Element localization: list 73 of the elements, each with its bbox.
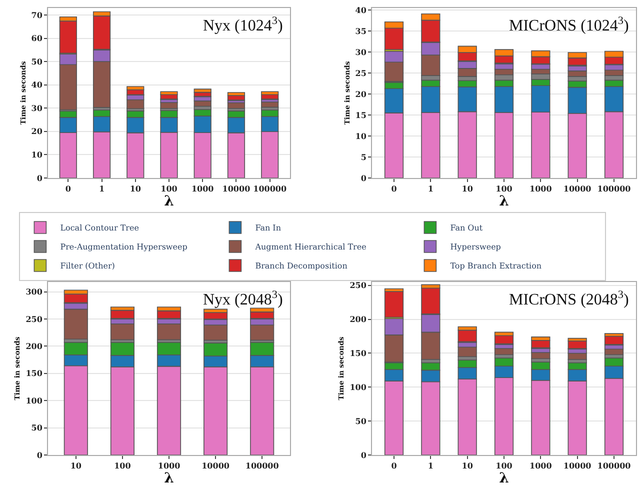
x-tick-label: 1000 (158, 460, 181, 471)
y-tick-label: 25 (355, 68, 366, 78)
x-axis-title: λ (499, 194, 510, 210)
legend-label: Augment Hierarchical Tree (254, 242, 367, 252)
x-tick-label: 100 (114, 460, 132, 471)
y-tick-label: 40 (31, 80, 43, 90)
x-tick-label: 100000 (253, 184, 287, 194)
x-tick-label: 10 (462, 460, 474, 471)
x-axis-title: λ (164, 470, 174, 487)
legend-label: Pre-Augmentation Hypersweep (60, 242, 188, 252)
x-tick-label: 100000 (597, 184, 632, 194)
x-tick-label: 10000 (202, 460, 230, 471)
x-tick-label: 10 (462, 184, 474, 194)
y-tick-label: 15 (355, 110, 366, 120)
y-tick-label: 70 (31, 10, 43, 20)
y-tick-label: 0 (360, 450, 367, 460)
y-tick-label: 50 (31, 56, 43, 66)
x-tick-label: 1 (428, 460, 434, 471)
x-axis-title: λ (164, 194, 174, 210)
x-tick-label: 10000 (563, 184, 592, 194)
y-tick-label: 10 (355, 130, 367, 141)
y-tick-label: 50 (31, 422, 43, 433)
x-tick-label: 0 (65, 184, 72, 194)
y-tick-label: 150 (26, 368, 43, 378)
x-tick-label: 10000 (222, 184, 251, 194)
y-tick-label: 20 (355, 88, 367, 99)
y-tick-label: 30 (31, 102, 43, 113)
legend-label: Top Branch Extraction (450, 262, 542, 271)
text: MICrONS (1024$^{3}$) (509, 15, 629, 35)
x-tick-label: 1 (98, 184, 105, 194)
x-tick-label: 1000 (191, 184, 214, 194)
y-tick-label: 20 (31, 126, 43, 136)
y-tick-label: 35 (355, 26, 366, 36)
x-tick-label: 10 (70, 460, 82, 471)
y-tick-label: 10 (31, 150, 43, 160)
x-tick-label: 10 (130, 184, 142, 194)
x-tick-label: 1 (428, 184, 434, 194)
y-tick-label: 30 (355, 46, 367, 57)
legend-label: Fan In (255, 224, 281, 233)
legend-label: Filter (Other) (60, 262, 115, 271)
y-tick-label: 0 (36, 172, 43, 183)
text: MICrONS (2048$^{3}$) (509, 289, 629, 309)
y-tick-label: 100 (26, 395, 43, 406)
x-tick-label: 100000 (245, 460, 280, 471)
y-tick-label: 250 (350, 280, 367, 290)
y-tick-label: 150 (350, 348, 367, 358)
x-tick-label: 10000 (563, 460, 592, 471)
y-tick-label: 250 (26, 314, 43, 324)
x-tick-label: 100000 (597, 460, 632, 471)
x-tick-label: 100 (160, 184, 178, 194)
x-axis-title: λ (499, 470, 510, 487)
y-tick-label: 40 (355, 4, 367, 15)
legend-label: Local Contour Tree (60, 224, 140, 233)
y-tick-label: 60 (31, 33, 43, 44)
x-tick-label: 0 (391, 460, 398, 471)
y-tick-label: 0 (360, 172, 367, 183)
y-tick-label: 50 (355, 416, 367, 426)
x-tick-label: 100 (496, 460, 513, 471)
x-tick-label: 1000 (530, 184, 552, 194)
y-tick-label: 200 (26, 340, 43, 351)
x-tick-label: 100 (496, 184, 513, 194)
y-tick-label: 100 (350, 382, 367, 392)
legend-label: Hypersweep (450, 242, 501, 252)
text: Nyx (1024$^{3}$) (203, 15, 283, 35)
x-tick-label: 0 (391, 184, 398, 194)
legend-label: Fan Out (450, 224, 484, 233)
y-tick-label: 5 (360, 152, 366, 162)
x-tick-label: 1000 (530, 460, 552, 471)
y-tick-label: 200 (350, 314, 367, 324)
y-tick-label: 300 (26, 286, 43, 297)
text: Nyx (2048$^{3}$) (203, 289, 283, 309)
legend-label: Branch Decomposition (255, 262, 348, 271)
y-tick-label: 0 (36, 450, 43, 460)
